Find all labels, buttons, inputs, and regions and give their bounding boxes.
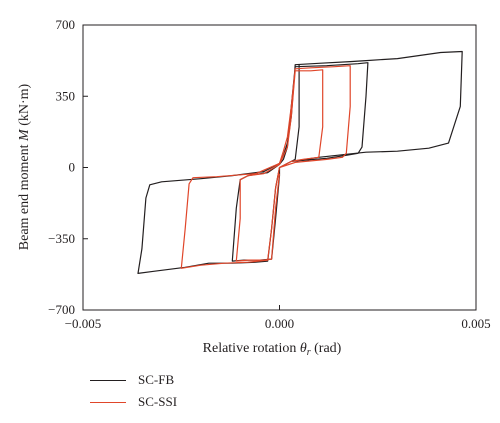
- legend-line-sc-fb: [90, 379, 126, 381]
- axis-ticks: −0.005 0.000 0.005 700 350 0 −350 −700: [48, 17, 490, 331]
- y-axis-label: Beam end moment M (kN·m): [17, 83, 32, 250]
- y-tick-label: −350: [48, 231, 75, 246]
- y-tick-label: −700: [48, 302, 75, 317]
- series-line-sc-fb: [137, 50, 463, 274]
- y-tick-label: 700: [56, 17, 76, 32]
- y-tick-label: 350: [56, 88, 76, 103]
- x-tick-label: −0.005: [65, 316, 102, 331]
- legend: SC-FB SC-SSI: [90, 369, 177, 413]
- legend-line-sc-ssi: [90, 401, 126, 403]
- series-line-sc-ssi: [180, 65, 351, 269]
- legend-label-sc-fb: SC-FB: [138, 372, 175, 387]
- legend-item-sc-fb: SC-FB: [90, 369, 177, 391]
- x-tick-label: 0.005: [461, 316, 490, 331]
- legend-label-sc-ssi: SC-SSI: [138, 394, 178, 409]
- series-layer: [137, 50, 463, 274]
- legend-item-sc-ssi: SC-SSI: [90, 391, 177, 413]
- x-axis-label: Relative rotation θr (rad): [203, 341, 342, 359]
- y-tick-label: 0: [69, 160, 76, 175]
- x-tick-label: 0.000: [265, 316, 294, 331]
